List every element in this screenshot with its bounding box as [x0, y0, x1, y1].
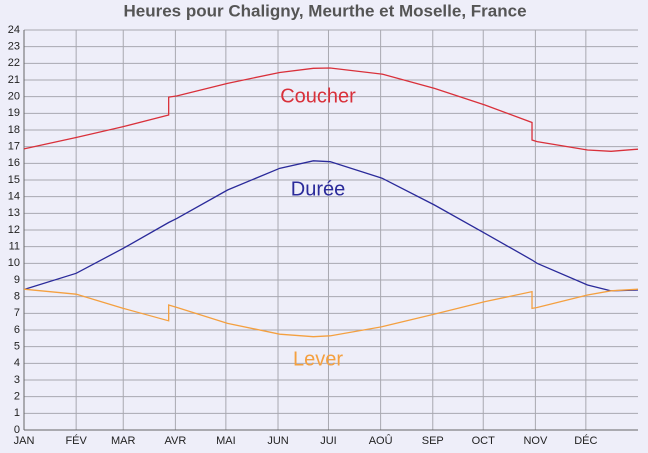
- series-label: Lever: [293, 348, 343, 370]
- y-tick-label: 2: [14, 391, 20, 403]
- series-label: Coucher: [280, 85, 356, 107]
- series-line: [23, 160, 639, 292]
- y-tick-label: 7: [14, 307, 20, 319]
- y-tick-label: 15: [8, 174, 20, 186]
- x-tick-label: NOV: [523, 435, 548, 447]
- y-tick-label: 1: [14, 407, 20, 419]
- x-tick-label: JUN: [267, 435, 288, 447]
- y-tick-label: 9: [14, 274, 20, 286]
- series-line: [23, 67, 639, 152]
- x-tick-label: AVR: [164, 435, 186, 447]
- chart-title: Heures pour Chaligny, Meurthe et Moselle…: [123, 1, 526, 20]
- y-tick-label: 13: [8, 207, 20, 219]
- y-tick-label: 24: [8, 24, 20, 36]
- x-tick-label: SEP: [422, 435, 444, 447]
- y-tick-label: 19: [8, 107, 20, 119]
- y-tick-label: 6: [14, 324, 20, 336]
- x-tick-label: MAR: [111, 435, 136, 447]
- y-tick-label: 3: [14, 374, 20, 386]
- x-tick-label: JUI: [320, 435, 337, 447]
- y-tick-label: 11: [9, 241, 20, 253]
- x-tick-label: DÉC: [574, 434, 597, 447]
- y-tick-label: 21: [8, 74, 20, 86]
- x-tick-label: MAI: [216, 435, 236, 447]
- y-tick-label: 4: [14, 357, 20, 369]
- y-tick-label: 0: [14, 424, 20, 436]
- series-label: Durée: [291, 178, 345, 200]
- y-tick-label: 18: [8, 124, 20, 136]
- y-tick-label: 8: [14, 291, 20, 303]
- x-tick-label: FÉV: [65, 434, 87, 447]
- y-tick-label: 20: [8, 91, 20, 103]
- y-tick-label: 5: [14, 341, 20, 353]
- x-tick-label: JAN: [14, 435, 35, 447]
- y-tick-label: 23: [8, 41, 20, 53]
- series-line: [23, 288, 639, 338]
- y-tick-label: 16: [8, 157, 20, 169]
- y-tick-label: 10: [8, 257, 20, 269]
- y-tick-label: 14: [8, 191, 20, 203]
- x-tick-label: OCT: [472, 435, 496, 447]
- x-tick-label: AOÛ: [369, 434, 393, 447]
- y-tick-label: 17: [8, 141, 20, 153]
- y-tick-label: 12: [8, 224, 20, 236]
- y-tick-label: 22: [8, 57, 20, 69]
